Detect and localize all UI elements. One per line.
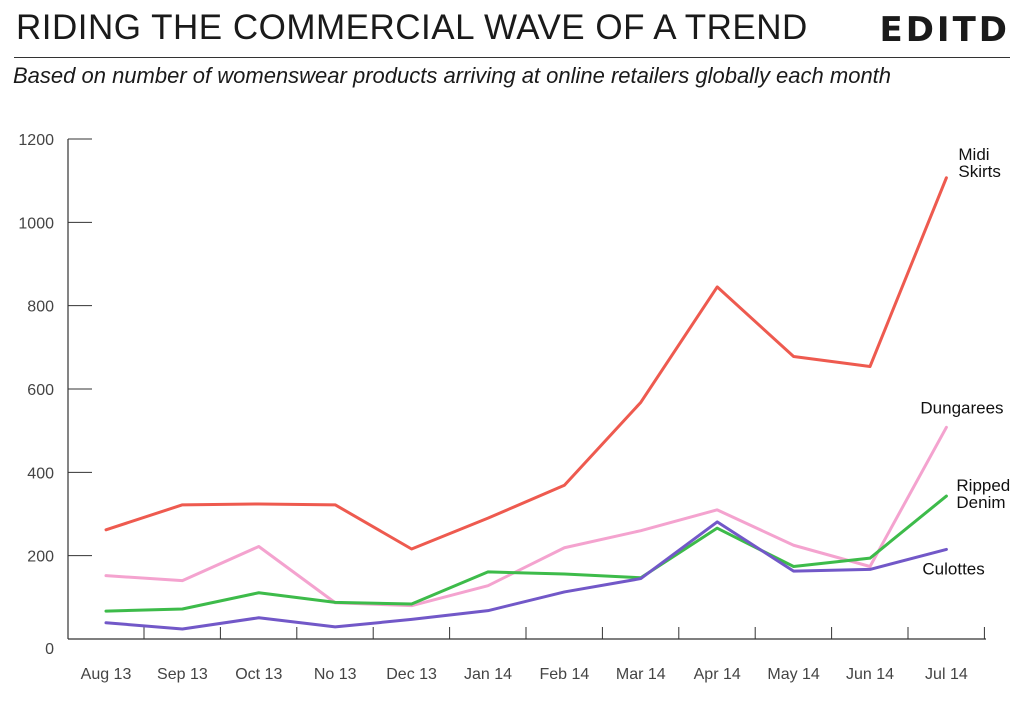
x-tick-label: Sep 13 bbox=[157, 666, 208, 683]
title-divider bbox=[14, 57, 1010, 58]
y-tick-label: 1000 bbox=[18, 215, 54, 232]
series-line-midi-skirts bbox=[104, 176, 948, 551]
series-label-ripped-denim: Denim bbox=[956, 493, 1005, 512]
x-tick-label: No 13 bbox=[314, 666, 357, 683]
y-tick-label: 200 bbox=[27, 549, 54, 566]
x-tick-label: Mar 14 bbox=[616, 666, 666, 683]
x-tick-label: Jan 14 bbox=[464, 666, 512, 683]
chart-subtitle: Based on number of womenswear products a… bbox=[13, 63, 892, 88]
series-line-culottes bbox=[104, 520, 948, 631]
series-label-ripped-denim: Ripped bbox=[956, 476, 1010, 495]
x-tick-label: Feb 14 bbox=[539, 666, 589, 683]
series-label-culottes: Culottes bbox=[922, 559, 984, 578]
brand-logo: EDITD bbox=[879, 10, 1010, 50]
series-line-dungarees bbox=[104, 425, 948, 608]
x-tick-label: Aug 13 bbox=[81, 666, 132, 683]
series-label-midi-skirts: Skirts bbox=[958, 162, 1001, 181]
series-label-midi-skirts: Midi bbox=[958, 145, 989, 164]
y-tick-label: 600 bbox=[27, 382, 54, 399]
series-line-ripped-denim bbox=[104, 494, 948, 613]
y-tick-label: 800 bbox=[27, 299, 54, 316]
y-tick-label: 400 bbox=[27, 465, 54, 482]
x-tick-label: Oct 13 bbox=[235, 666, 282, 683]
x-tick-label: Dec 13 bbox=[386, 666, 437, 683]
x-tick-label: Jun 14 bbox=[846, 666, 894, 683]
y-tick-label: 1200 bbox=[18, 132, 54, 149]
y-tick-label: 0 bbox=[45, 641, 54, 658]
x-tick-label: May 14 bbox=[767, 666, 820, 683]
series-label-dungarees: Dungarees bbox=[920, 398, 1003, 417]
x-tick-label: Jul 14 bbox=[925, 666, 968, 683]
chart-title: RIDING THE COMMERCIAL WAVE OF A TREND bbox=[16, 8, 808, 47]
x-tick-label: Apr 14 bbox=[694, 666, 741, 683]
